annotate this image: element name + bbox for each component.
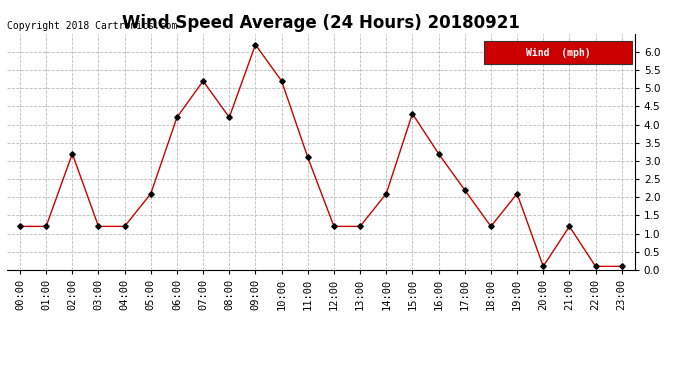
Text: Copyright 2018 Cartronics.com: Copyright 2018 Cartronics.com: [7, 21, 177, 32]
FancyBboxPatch shape: [484, 41, 631, 64]
Title: Wind Speed Average (24 Hours) 20180921: Wind Speed Average (24 Hours) 20180921: [122, 14, 520, 32]
Text: Wind  (mph): Wind (mph): [526, 48, 590, 58]
